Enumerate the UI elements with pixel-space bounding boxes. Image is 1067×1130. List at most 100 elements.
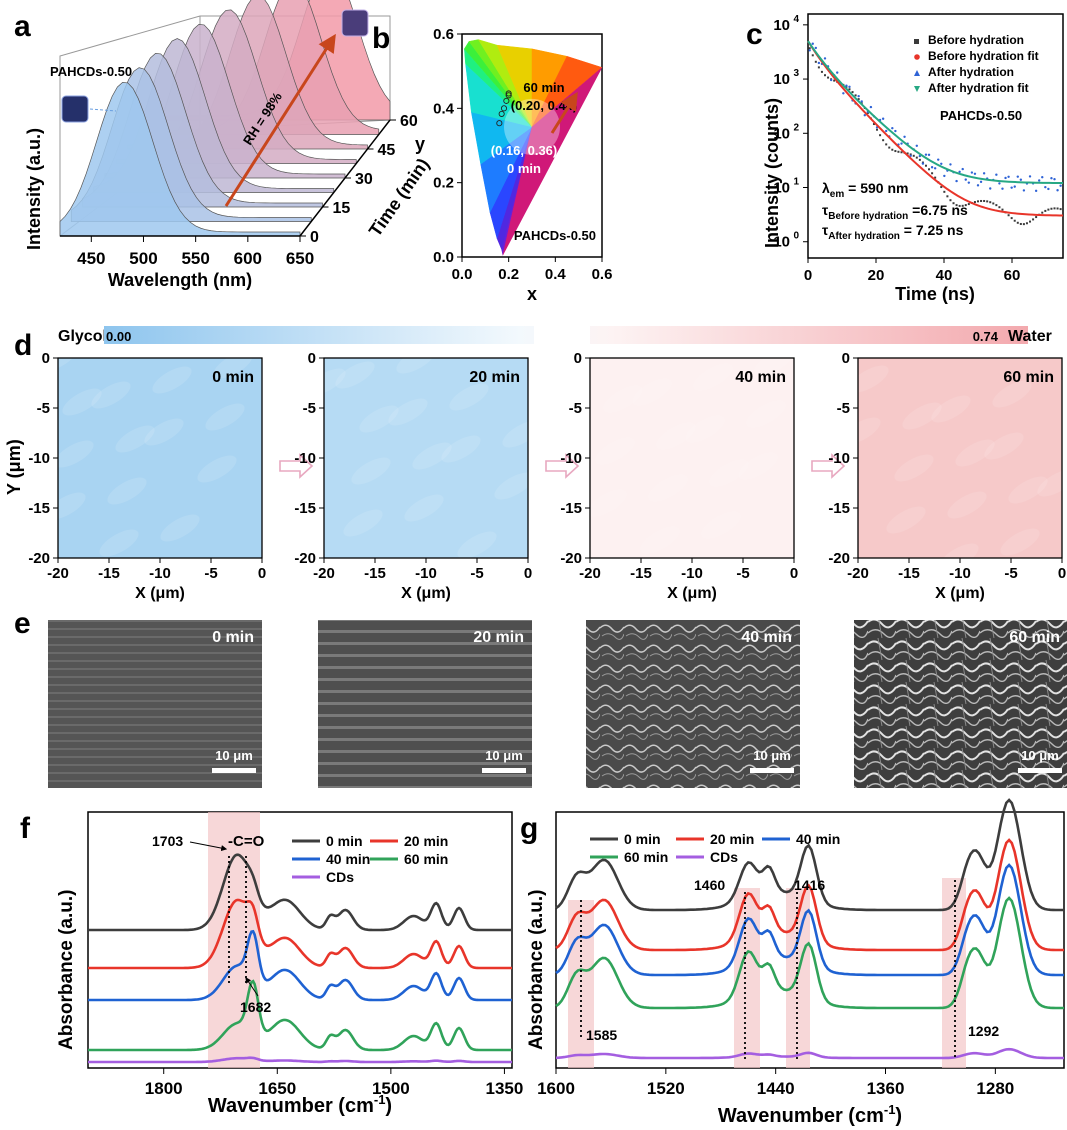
cie-point [505, 92, 512, 99]
before-point [1010, 217, 1013, 220]
emission-stack [59, 0, 391, 237]
heatmap-field [58, 358, 262, 558]
heatmap-texture [449, 383, 489, 411]
legend-label: 20 min [710, 831, 754, 847]
panel-label-d: d [14, 329, 32, 362]
arrow-1682 [245, 977, 259, 997]
before-point [915, 156, 918, 159]
x-tick-label-d: 0 [1058, 565, 1066, 582]
svg-text:τBefore hydration =6.75 ns: τBefore hydration =6.75 ns [822, 202, 968, 222]
x-tick-label-d: -20 [47, 565, 69, 582]
before-point [1035, 216, 1038, 219]
legend-label: 60 min [404, 851, 448, 867]
x-tick-label-c: 40 [936, 267, 953, 284]
x-axis-sup-f: -1 [374, 1092, 386, 1107]
y-tick-label-c: 10 [773, 71, 790, 88]
colorbar-left-label: Glycol [58, 328, 107, 345]
before-point [958, 204, 961, 207]
colorbar-right-label: Water [1008, 328, 1052, 345]
sem-time-label: 40 min [741, 629, 792, 646]
heatmap-field [590, 358, 794, 558]
heatmap-texture [144, 418, 184, 446]
before-point [851, 91, 854, 94]
ftir-line-0 [555, 798, 1064, 912]
x-axis-title-b: x [527, 284, 537, 304]
after-point [961, 167, 964, 171]
legend-label: 0 min [326, 833, 363, 849]
before-point [989, 201, 992, 204]
svg-text:τAfter hydration = 7.25 ns: τAfter hydration = 7.25 ns [822, 222, 964, 242]
x-tick-label-d: -5 [736, 565, 749, 582]
after-point [823, 57, 827, 60]
before-point [980, 199, 983, 202]
legend-g: 0 min 20 min 40 min 60 min CDs [590, 831, 840, 865]
after-point [900, 142, 903, 145]
x-tick-label-d: 0 [790, 565, 798, 582]
svg-text:Wavenumber (cm-1): Wavenumber (cm-1) [718, 1102, 902, 1127]
before-point [1019, 222, 1022, 225]
before-point [1007, 214, 1010, 217]
z-tick-label-a: 15 [333, 200, 351, 217]
panel-d: d Glycol 0.00 0.74 Water 0 min -20 -15 -10 -… [4, 326, 1067, 602]
scale-bar [482, 768, 526, 773]
after-point [881, 117, 885, 120]
sem-time-label: 0 min [212, 629, 254, 646]
heatmap-1: 20 min -20 -15 -10 -5 0 X (μm) 0 -5 -10 -15 -20 [294, 346, 580, 602]
panel-label-f: f [20, 812, 31, 845]
after-point [863, 114, 866, 117]
sample-label-c: PAHCDs-0.50 [940, 108, 1022, 123]
after-point [814, 46, 818, 50]
before-point [934, 176, 937, 179]
y-tick-exp-c: 1 [793, 177, 799, 188]
y-tick-label-d: -5 [569, 400, 582, 417]
decay-curves [807, 40, 1064, 226]
vial-photo-before [61, 95, 89, 123]
after-point [1053, 178, 1056, 181]
x-tick-label: 1600 [537, 1079, 575, 1098]
heatmap-texture [107, 477, 147, 505]
heatmap-texture [648, 474, 688, 502]
heatmap-texture [152, 366, 192, 394]
x-axis-title-d: X (μm) [935, 585, 985, 602]
y-tick-exp-c: 3 [793, 68, 799, 79]
before-point [1013, 219, 1016, 222]
after-point [982, 172, 986, 175]
z-tick-label-a: 60 [400, 113, 418, 130]
y-tick-label-d: -15 [560, 500, 582, 517]
y-tick-label-c: 10 [773, 234, 790, 251]
sample-label-b: PAHCDs-0.50 [514, 228, 596, 243]
after-point [964, 178, 967, 181]
x-axis-title-f: Wavenumber (cm [208, 1095, 374, 1117]
cie-point [500, 105, 508, 112]
y-tick-label-d: 0 [308, 350, 316, 367]
heatmap-texture [1000, 528, 1040, 556]
after-point [894, 129, 897, 133]
legend-marker-c [914, 86, 920, 92]
plot-frame-b [461, 33, 603, 258]
after-point [808, 49, 811, 52]
legend-label-c: After hydration fit [928, 81, 1029, 95]
heatmap-texture [587, 489, 627, 517]
ftir-line-2 [88, 929, 512, 1002]
before-point [1056, 207, 1059, 210]
sem-image-3: 60 min 10 μm [854, 620, 1067, 788]
y-tick-label-c: 10 [773, 17, 790, 34]
heatmap-texture [640, 526, 680, 554]
y-tick-label-c: 10 [773, 125, 790, 142]
heatmap-texture [359, 405, 399, 433]
x-tick-label-d: -10 [415, 565, 437, 582]
heatmap-texture [457, 531, 497, 559]
before-point [811, 54, 814, 57]
after-point [1044, 185, 1047, 189]
y-tick-exp-c: 2 [793, 122, 799, 133]
legend-f: 0 min 20 min 40 min 60 min CDs [292, 833, 448, 885]
colorbar-min: 0.00 [106, 329, 131, 344]
x-axis-end-g: ) [895, 1105, 902, 1127]
y-tick-label-c: 10 [773, 180, 790, 197]
heatmap-texture [494, 472, 534, 500]
y-tick-label-d: -5 [837, 400, 850, 417]
before-point [882, 139, 885, 142]
heatmap-texture [939, 543, 979, 571]
heatmap-2: 40 min -20 -15 -10 -5 0 X (μm) 0 -5 -10 -15 -20 [560, 348, 846, 602]
y-tick-label-b: 0.4 [433, 100, 455, 117]
